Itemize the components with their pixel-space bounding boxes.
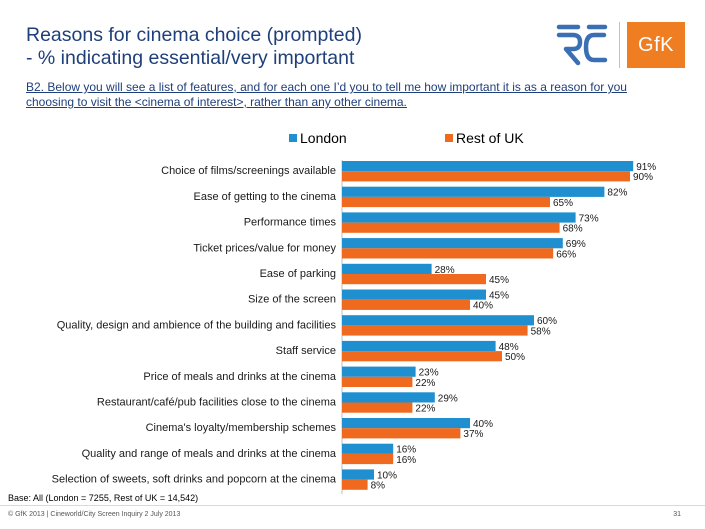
bar-london-restaurant-caf-pub-facilities-close-to-the-cinema <box>342 392 435 403</box>
legend-swatch-london <box>289 134 297 142</box>
value-label-london-ease-of-getting-to-the-cinema: 82% <box>607 188 627 199</box>
bar-rest-of-uk-selection-of-sweets-soft-drinks-and-popcorn-at-the-cinema <box>342 479 368 490</box>
value-label-rest-of-uk-quality-and-range-of-meals-and-drinks-at-the-cinema: 16% <box>396 455 416 466</box>
bar-london-quality-and-range-of-meals-and-drinks-at-the-cinema <box>342 443 394 454</box>
bar-rest-of-uk-size-of-the-screen <box>342 299 470 310</box>
bar-london-cinema-s-loyalty-membership-schemes <box>342 418 470 429</box>
value-label-london-restaurant-caf-pub-facilities-close-to-the-cinema: 29% <box>438 393 458 404</box>
category-label-performance-times: Performance times <box>244 217 337 229</box>
value-label-rest-of-uk-ease-of-getting-to-the-cinema: 65% <box>553 198 573 209</box>
value-label-rest-of-uk-performance-times: 68% <box>563 224 583 235</box>
value-label-london-quality-design-and-ambience-of-the-building-and-facilities: 60% <box>537 316 557 327</box>
logo-divider <box>619 22 620 68</box>
value-label-rest-of-uk-quality-design-and-ambience-of-the-building-and-facilities: 58% <box>531 326 551 337</box>
bar-rest-of-uk-restaurant-caf-pub-facilities-close-to-the-cinema <box>342 402 413 413</box>
legend-item-rest-of-uk: Rest of UK <box>445 130 524 146</box>
bar-rest-of-uk-quality-and-range-of-meals-and-drinks-at-the-cinema <box>342 453 394 465</box>
bar-rest-of-uk-ease-of-getting-to-the-cinema <box>342 196 550 208</box>
gfk-logo: GfK <box>627 22 685 68</box>
value-label-london-price-of-meals-and-drinks-at-the-cinema: 23% <box>419 368 439 379</box>
value-label-rest-of-uk-selection-of-sweets-soft-drinks-and-popcorn-at-the-cinema: 8% <box>371 481 386 492</box>
bar-london-size-of-the-screen <box>342 289 486 300</box>
value-label-london-choice-of-films-screenings-available: 91% <box>636 162 656 173</box>
value-label-rest-of-uk-cinema-s-loyalty-membership-schemes: 37% <box>463 429 483 440</box>
page-number: 31 <box>673 511 681 518</box>
bar-rest-of-uk-cinema-s-loyalty-membership-schemes <box>342 428 461 439</box>
bar-rest-of-uk-performance-times <box>342 222 560 233</box>
category-label-staff-service: Staff service <box>276 345 336 357</box>
bar-rest-of-uk-choice-of-films-screenings-available <box>342 171 630 182</box>
category-label-ease-of-getting-to-the-cinema: Ease of getting to the cinema <box>194 191 337 203</box>
value-label-london-ease-of-parking: 28% <box>435 265 455 276</box>
bar-london-selection-of-sweets-soft-drinks-and-popcorn-at-the-cinema <box>342 469 374 480</box>
value-label-rest-of-uk-price-of-meals-and-drinks-at-the-cinema: 22% <box>415 378 435 389</box>
bar-london-price-of-meals-and-drinks-at-the-cinema <box>342 366 416 377</box>
base-note: Base: All (London = 7255, Rest of UK = 1… <box>8 493 199 503</box>
value-label-london-performance-times: 73% <box>579 213 599 224</box>
category-label-quality-and-range-of-meals-and-drinks-at-the-cinema: Quality and range of meals and drinks at… <box>82 448 337 460</box>
category-label-quality-design-and-ambience-of-the-building-and-facilities: Quality, design and ambience of the buil… <box>57 319 337 331</box>
value-label-rest-of-uk-ease-of-parking: 45% <box>489 275 509 286</box>
category-label-selection-of-sweets-soft-drinks-and-popcorn-at-the-cinema: Selection of sweets, soft drinks and pop… <box>52 474 337 486</box>
title-line-1: Reasons for cinema choice (prompted) <box>26 24 362 46</box>
footer-divider <box>0 505 705 506</box>
value-label-london-quality-and-range-of-meals-and-drinks-at-the-cinema: 16% <box>396 445 416 456</box>
category-label-ease-of-parking: Ease of parking <box>260 268 336 280</box>
bar-london-ease-of-parking <box>342 263 432 274</box>
value-label-rest-of-uk-choice-of-films-screenings-available: 90% <box>633 172 653 183</box>
slide-title: Reasons for cinema choice (prompted) - %… <box>26 24 546 70</box>
value-label-london-ticket-prices-value-for-money: 69% <box>566 239 586 250</box>
value-label-london-size-of-the-screen: 45% <box>489 291 509 302</box>
bar-london-quality-design-and-ambience-of-the-building-and-facilities <box>342 315 534 326</box>
value-label-london-staff-service: 48% <box>499 342 519 353</box>
value-label-london-selection-of-sweets-soft-drinks-and-popcorn-at-the-cinema: 10% <box>377 470 397 481</box>
category-label-ticket-prices-value-for-money: Ticket prices/value for money <box>193 242 336 254</box>
value-label-london-cinema-s-loyalty-membership-schemes: 40% <box>473 419 493 430</box>
bar-london-performance-times <box>342 212 576 223</box>
bar-rest-of-uk-price-of-meals-and-drinks-at-the-cinema <box>342 376 413 387</box>
bar-london-ease-of-getting-to-the-cinema <box>342 186 605 197</box>
category-label-restaurant-caf-pub-facilities-close-to-the-cinema: Restaurant/café/pub facilities close to … <box>97 397 337 409</box>
legend-label-rest-of-uk: Rest of UK <box>456 130 524 146</box>
legend-swatch-rest-of-uk <box>445 134 453 142</box>
rc-logo <box>556 24 608 66</box>
value-label-rest-of-uk-staff-service: 50% <box>505 352 525 363</box>
title-line-2: - % indicating essential/very important <box>26 47 355 69</box>
category-label-price-of-meals-and-drinks-at-the-cinema: Price of meals and drinks at the cinema <box>143 371 336 383</box>
value-label-rest-of-uk-restaurant-caf-pub-facilities-close-to-the-cinema: 22% <box>415 404 435 415</box>
bar-london-choice-of-films-screenings-available <box>342 161 634 172</box>
value-label-rest-of-uk-size-of-the-screen: 40% <box>473 301 493 312</box>
legend-item-london: London <box>289 130 347 146</box>
category-label-choice-of-films-screenings-available: Choice of films/screenings available <box>161 165 336 177</box>
bar-london-ticket-prices-value-for-money <box>342 238 563 249</box>
value-label-rest-of-uk-ticket-prices-value-for-money: 66% <box>556 249 576 260</box>
bar-rest-of-uk-ease-of-parking <box>342 274 486 285</box>
legend-label-london: London <box>300 130 347 146</box>
category-label-cinema-s-loyalty-membership-schemes: Cinema's loyalty/membership schemes <box>146 422 337 434</box>
category-label-size-of-the-screen: Size of the screen <box>248 294 336 306</box>
bar-rest-of-uk-staff-service <box>342 351 502 362</box>
footer-copyright: © GfK 2013 | Cineworld/City Screen Inqui… <box>8 511 181 518</box>
bar-london-staff-service <box>342 340 496 352</box>
survey-question: B2. Below you will see a list of feature… <box>26 80 627 109</box>
bar-rest-of-uk-ticket-prices-value-for-money <box>342 248 554 259</box>
bar-rest-of-uk-quality-design-and-ambience-of-the-building-and-facilities <box>342 325 528 336</box>
